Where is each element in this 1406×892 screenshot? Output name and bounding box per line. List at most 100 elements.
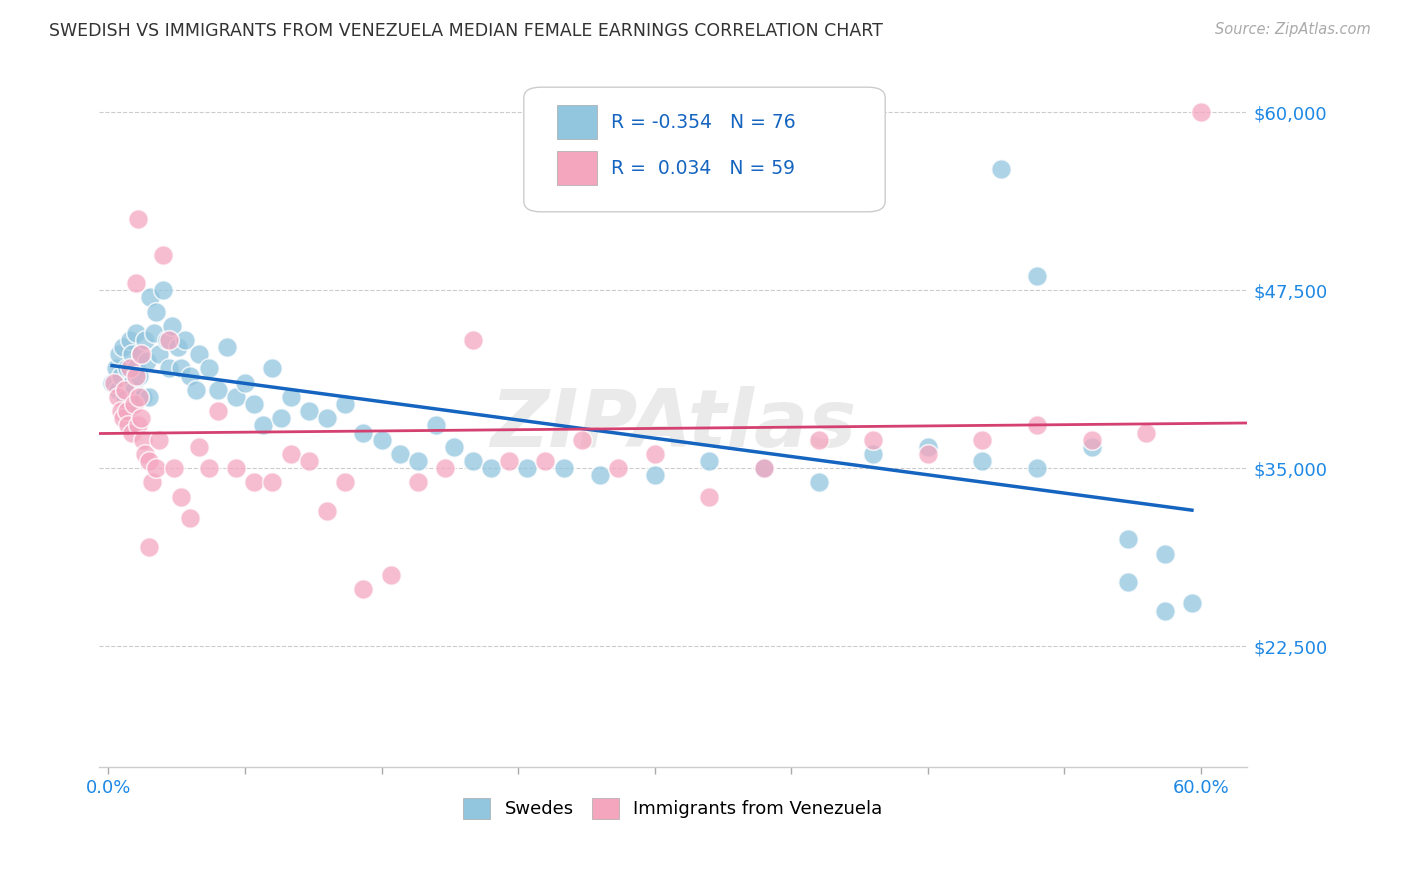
Point — [117, 418, 139, 433]
Point — [316, 411, 339, 425]
Point — [129, 411, 152, 425]
Point — [125, 368, 148, 383]
Point — [972, 433, 994, 447]
Point — [352, 582, 374, 597]
Point — [114, 390, 136, 404]
Point — [120, 333, 142, 347]
Point — [179, 511, 201, 525]
Point — [352, 425, 374, 440]
Point — [1026, 461, 1049, 475]
Point — [553, 461, 575, 475]
Point — [406, 475, 429, 490]
Point — [316, 504, 339, 518]
Point — [107, 390, 129, 404]
Point — [607, 461, 630, 475]
Point — [122, 397, 145, 411]
Point — [1080, 440, 1102, 454]
Point — [388, 447, 411, 461]
Point — [103, 376, 125, 390]
Point — [298, 404, 321, 418]
Point — [127, 418, 149, 433]
Point — [534, 454, 557, 468]
Point — [443, 440, 465, 454]
FancyBboxPatch shape — [557, 105, 598, 139]
Point — [197, 461, 219, 475]
Point — [134, 447, 156, 461]
Point — [1153, 547, 1175, 561]
Point — [461, 333, 484, 347]
Point — [138, 390, 160, 404]
Point — [134, 333, 156, 347]
Point — [115, 361, 138, 376]
Point — [184, 383, 207, 397]
Point — [380, 568, 402, 582]
Point — [807, 433, 830, 447]
FancyBboxPatch shape — [524, 87, 886, 211]
Point — [990, 162, 1012, 177]
Point — [138, 540, 160, 554]
Point — [139, 290, 162, 304]
Point — [1026, 418, 1049, 433]
Point — [1153, 604, 1175, 618]
Legend: Swedes, Immigrants from Venezuela: Swedes, Immigrants from Venezuela — [456, 790, 890, 826]
Point — [179, 368, 201, 383]
Point — [101, 376, 124, 390]
Point — [127, 390, 149, 404]
Point — [280, 447, 302, 461]
Point — [170, 361, 193, 376]
Point — [280, 390, 302, 404]
Point — [128, 390, 150, 404]
Point — [110, 368, 132, 383]
Y-axis label: Median Female Earnings: Median Female Earnings — [0, 301, 8, 522]
Point — [148, 347, 170, 361]
Text: R = -0.354   N = 76: R = -0.354 N = 76 — [612, 112, 796, 132]
Point — [252, 418, 274, 433]
Point — [434, 461, 457, 475]
Point — [298, 454, 321, 468]
Point — [225, 390, 247, 404]
Point — [333, 397, 356, 411]
Point — [174, 333, 197, 347]
Point — [225, 461, 247, 475]
Point — [122, 383, 145, 397]
Point — [262, 475, 284, 490]
Point — [589, 468, 612, 483]
Text: ZIPAtlas: ZIPAtlas — [489, 386, 856, 465]
Point — [127, 211, 149, 226]
Text: Source: ZipAtlas.com: Source: ZipAtlas.com — [1215, 22, 1371, 37]
Point — [166, 340, 188, 354]
Point — [644, 447, 666, 461]
Point — [125, 326, 148, 340]
Point — [132, 433, 155, 447]
Point — [163, 461, 186, 475]
Point — [197, 361, 219, 376]
Point — [108, 347, 131, 361]
Point — [862, 447, 884, 461]
Point — [121, 347, 143, 361]
Point — [752, 461, 775, 475]
Point — [862, 433, 884, 447]
Point — [143, 326, 166, 340]
Point — [121, 376, 143, 390]
Point — [156, 333, 179, 347]
Point — [125, 276, 148, 290]
Point — [141, 475, 163, 490]
Point — [120, 361, 142, 376]
Point — [107, 383, 129, 397]
Point — [1080, 433, 1102, 447]
Text: R =  0.034   N = 59: R = 0.034 N = 59 — [612, 159, 794, 178]
Point — [129, 347, 152, 361]
Point — [115, 404, 138, 418]
Point — [135, 354, 157, 368]
Point — [516, 461, 538, 475]
Point — [207, 383, 229, 397]
Point — [262, 361, 284, 376]
Point — [170, 490, 193, 504]
Point — [188, 347, 211, 361]
Point — [1026, 268, 1049, 283]
Point — [121, 425, 143, 440]
Point — [233, 376, 256, 390]
Point — [917, 447, 939, 461]
Point — [425, 418, 447, 433]
Point — [215, 340, 238, 354]
